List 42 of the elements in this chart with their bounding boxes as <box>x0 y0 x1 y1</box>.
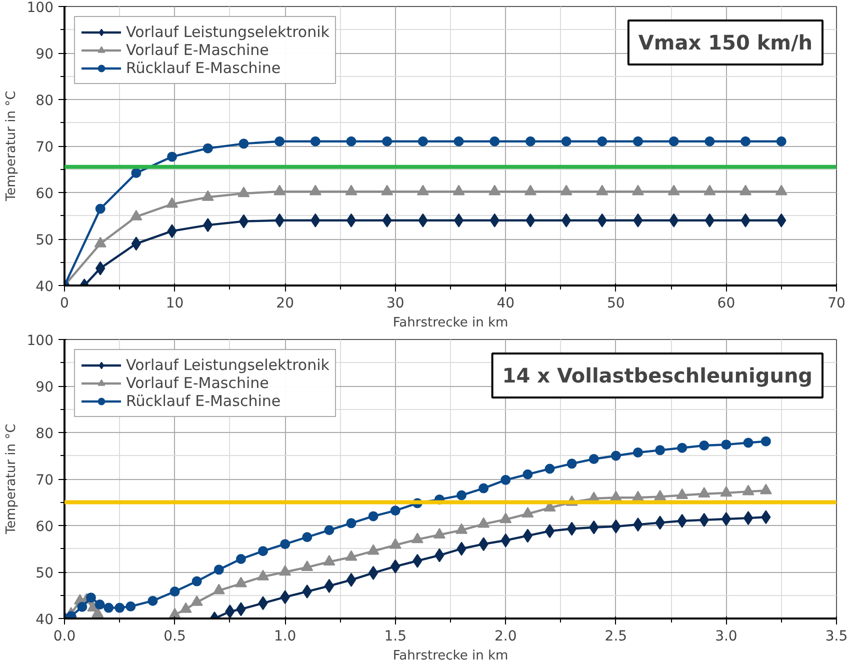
legend-label: Vorlauf E-Maschine <box>126 41 269 59</box>
y-tick-label: 70 <box>36 140 54 156</box>
x-axis-title: Fahrstrecke in km <box>392 648 508 664</box>
x-axis-title: Fahrstrecke in km <box>392 316 508 330</box>
x-tick-label: 10 <box>166 296 184 312</box>
text: Vmax 150 km/h <box>638 30 813 54</box>
x-tick-label: 2.5 <box>604 628 628 644</box>
y-tick-label: 80 <box>36 93 54 109</box>
x-tick-label: 60 <box>717 296 736 312</box>
y-tick-label: 100 <box>26 333 54 349</box>
x-tick-label: 50 <box>607 296 625 312</box>
x-tick-label: 1.5 <box>384 628 406 644</box>
x-tick-label: 3.5 <box>825 628 848 644</box>
y-axis-title: Temperatur in °C <box>4 90 19 202</box>
legend-label: Vorlauf Leistungselektronik <box>126 23 330 41</box>
x-tick-label: 0 <box>60 296 69 312</box>
legend-label: Vorlauf E-Maschine <box>126 374 269 392</box>
y-tick-label: 70 <box>36 472 54 488</box>
x-tick-label: 3.0 <box>715 628 738 644</box>
y-tick-label: 50 <box>36 232 54 248</box>
y-tick-label: 80 <box>36 426 54 442</box>
x-tick-label: 0.0 <box>53 628 76 644</box>
y-tick-label: 100 <box>26 0 54 16</box>
legend-label: Rücklauf E-Maschine <box>126 392 281 410</box>
x-tick-label: 20 <box>276 296 294 312</box>
x-tick-label: 0.5 <box>164 628 186 644</box>
y-axis-title: Temperatur in °C <box>4 424 19 536</box>
y-tick-label: 60 <box>36 519 54 535</box>
x-tick-label: 1.0 <box>274 628 296 644</box>
y-tick-label: 90 <box>36 380 54 396</box>
y-tick-label: 50 <box>36 566 54 582</box>
y-tick-label: 90 <box>36 46 54 62</box>
x-tick-label: 2.0 <box>494 628 517 644</box>
text: 14 x Vollastbeschleunigung <box>502 364 813 388</box>
legend-label: Rücklauf E-Maschine <box>126 59 281 77</box>
x-tick-label: 40 <box>496 296 515 312</box>
y-tick-label: 40 <box>36 279 54 295</box>
y-tick-label: 40 <box>36 612 54 628</box>
legend-label: Vorlauf Leistungselektronik <box>126 356 330 374</box>
x-tick-label: 30 <box>386 296 404 312</box>
y-tick-label: 60 <box>36 186 54 202</box>
x-tick-label: 70 <box>828 296 846 312</box>
